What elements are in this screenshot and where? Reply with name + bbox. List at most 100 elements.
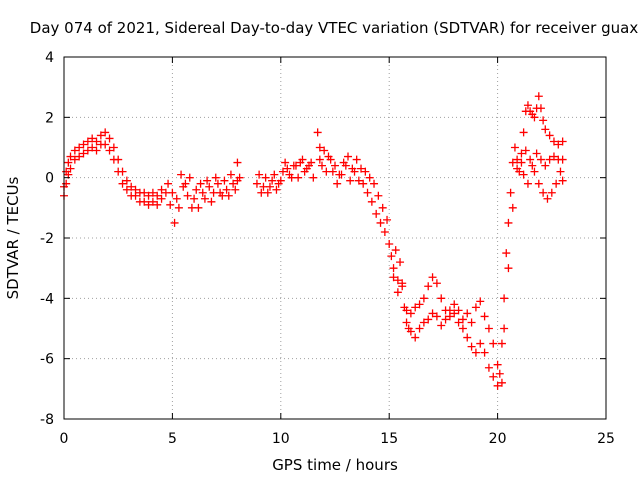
data-point xyxy=(196,179,205,188)
data-point xyxy=(383,215,392,224)
data-point xyxy=(307,158,316,167)
data-point xyxy=(506,188,515,197)
data-point xyxy=(101,128,110,137)
data-point xyxy=(471,348,480,357)
data-point xyxy=(458,324,467,333)
data-point xyxy=(346,176,355,185)
data-point xyxy=(144,191,153,200)
data-point xyxy=(476,297,485,306)
data-point xyxy=(556,167,565,176)
x-tick-label: 0 xyxy=(60,431,69,447)
data-point xyxy=(192,185,201,194)
data-point xyxy=(101,140,110,149)
data-point xyxy=(211,173,220,182)
data-point xyxy=(166,200,175,209)
data-point xyxy=(389,264,398,273)
data-point xyxy=(118,179,127,188)
data-point xyxy=(96,131,105,140)
x-axis: 0 5 10 15 20 25 xyxy=(60,57,615,447)
data-point xyxy=(389,273,398,282)
data-point xyxy=(411,303,420,312)
data-point xyxy=(122,176,131,185)
data-point xyxy=(114,167,123,176)
data-point xyxy=(92,137,101,146)
data-point xyxy=(419,318,428,327)
data-point xyxy=(148,197,157,206)
data-point xyxy=(333,179,342,188)
data-point xyxy=(504,218,513,227)
plot-area xyxy=(60,92,567,390)
data-point xyxy=(530,167,539,176)
data-point xyxy=(315,143,324,152)
data-point xyxy=(372,209,381,218)
data-point xyxy=(445,306,454,315)
data-point xyxy=(157,194,166,203)
data-point xyxy=(437,294,446,303)
data-point xyxy=(309,173,318,182)
data-point xyxy=(513,155,522,164)
y-tick-label: -6 xyxy=(40,352,54,368)
data-point xyxy=(181,179,190,188)
data-point xyxy=(352,155,361,164)
data-point xyxy=(489,372,498,381)
data-point xyxy=(157,185,166,194)
data-point xyxy=(467,318,476,327)
data-point xyxy=(545,155,554,164)
data-point xyxy=(424,282,433,291)
data-point xyxy=(558,176,567,185)
data-point xyxy=(489,339,498,348)
data-point xyxy=(313,128,322,137)
data-point xyxy=(105,134,114,143)
data-point xyxy=(458,315,467,324)
data-point xyxy=(500,324,509,333)
data-point xyxy=(177,170,186,179)
data-point xyxy=(331,161,339,170)
data-point xyxy=(549,137,558,146)
data-point xyxy=(233,176,242,185)
data-point xyxy=(153,200,162,209)
x-tick-label: 25 xyxy=(597,431,615,447)
data-point xyxy=(220,176,229,185)
data-point xyxy=(493,381,502,390)
data-point xyxy=(281,158,290,167)
data-point xyxy=(454,318,463,327)
data-point xyxy=(534,179,543,188)
data-point xyxy=(406,309,415,318)
data-point xyxy=(172,194,181,203)
data-point xyxy=(391,246,400,255)
x-tick-label: 10 xyxy=(272,431,290,447)
data-point xyxy=(224,191,233,200)
data-point xyxy=(140,197,149,206)
data-point xyxy=(480,348,489,357)
data-point xyxy=(79,140,88,149)
data-point xyxy=(185,173,194,182)
data-point xyxy=(536,104,545,113)
data-point xyxy=(396,258,405,267)
data-point xyxy=(415,324,424,333)
data-point xyxy=(441,315,450,324)
data-point xyxy=(523,101,532,110)
data-point xyxy=(148,188,157,197)
data-point xyxy=(432,312,441,321)
y-tick-label: -2 xyxy=(40,231,54,247)
data-point xyxy=(168,188,177,197)
data-point xyxy=(92,146,101,155)
data-point xyxy=(278,167,287,176)
data-point xyxy=(370,179,379,188)
data-point xyxy=(298,155,307,164)
data-point xyxy=(508,158,517,167)
y-tick-label: 2 xyxy=(45,110,54,126)
data-point xyxy=(194,203,203,212)
data-point xyxy=(450,309,459,318)
data-point xyxy=(437,321,446,330)
data-point xyxy=(233,158,242,167)
data-point xyxy=(70,155,79,164)
data-point xyxy=(428,309,437,318)
x-tick-label: 15 xyxy=(380,431,398,447)
data-point xyxy=(517,158,526,167)
data-point xyxy=(79,149,88,158)
data-point xyxy=(66,152,75,161)
data-point xyxy=(419,294,428,303)
data-point xyxy=(231,185,240,194)
